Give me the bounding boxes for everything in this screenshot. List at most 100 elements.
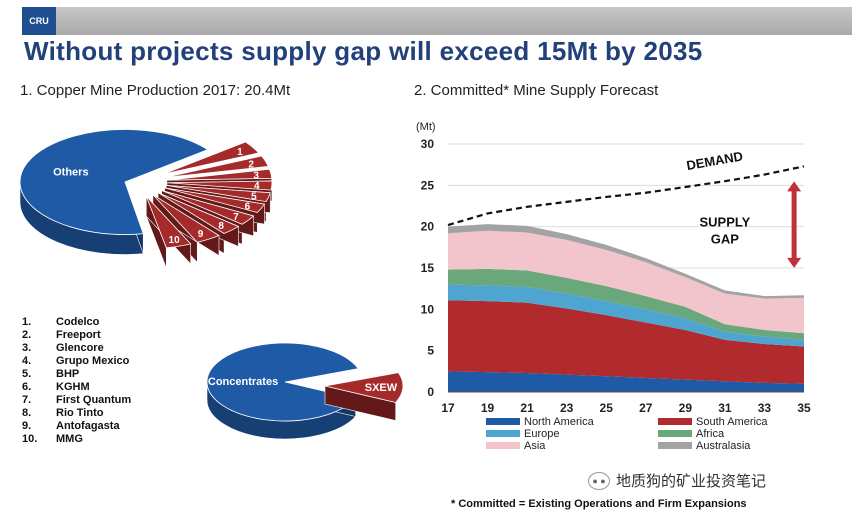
producer-name: Rio Tinto (56, 407, 104, 419)
pie-slice-sxew: SXEW (324, 372, 404, 421)
legend-swatch (486, 442, 520, 449)
legend-swatch (658, 430, 692, 437)
producer-item: 2. Freeport (22, 329, 131, 342)
x-tick-label: 25 (600, 401, 614, 415)
demand-label: DEMAND (685, 148, 744, 173)
page-title: Without projects supply gap will exceed … (24, 36, 703, 66)
pie-slice-producer-6-label: 6 (245, 201, 251, 212)
pie-slice-others-label: Others (53, 167, 88, 179)
producer-number: 7. (22, 394, 32, 406)
legend-label: Africa (696, 428, 725, 440)
pie-slice-producer-9-label: 9 (198, 229, 204, 240)
legend-swatch (658, 418, 692, 425)
area-south-america (448, 300, 804, 384)
producer-list: 1. Codelco 2. Freeport 3. Glencore 4. Grupo Mex… (22, 316, 131, 446)
producer-name: KGHM (56, 381, 90, 393)
producer-name: First Quantum (56, 394, 132, 406)
watermark: ● ● 地质狗的矿业投资笔记 (588, 470, 766, 491)
y-tick-label: 0 (427, 385, 434, 399)
supply-gap-label-1: SUPPLY (699, 215, 750, 230)
x-tick-label: 23 (560, 401, 574, 415)
producer-item: 1. Codelco (22, 316, 131, 329)
legend-item: South America (658, 416, 768, 428)
x-tick-label: 21 (520, 401, 534, 415)
producer-item: 3. Glencore (22, 342, 131, 355)
y-tick-label: 20 (421, 220, 435, 234)
producer-name: Antofagasta (56, 420, 120, 432)
area-africa (448, 268, 804, 340)
producer-item: 9. Antofagasta (22, 420, 131, 433)
producer-number: 1. (22, 316, 32, 328)
pie-slice-producer-8-label: 8 (218, 221, 224, 232)
y-tick-label: 30 (421, 137, 435, 151)
wechat-icon: ● ● (588, 471, 610, 490)
area-asia (448, 230, 804, 334)
producer-name: Glencore (56, 342, 104, 354)
legend-swatch (486, 418, 520, 425)
producer-number: 3. (22, 342, 32, 354)
pie-slice-producer-5-label: 5 (251, 191, 257, 202)
x-tick-label: 35 (797, 401, 811, 415)
pie-slice-producer-3-label: 3 (253, 171, 259, 182)
forecast-subtitle: 2. Committed* Mine Supply Forecast (414, 82, 659, 99)
producer-item: 10. MMG (22, 433, 131, 446)
legend-label: South America (696, 416, 768, 428)
production-subtitle: 1. Copper Mine Production 2017: 20.4Mt (20, 82, 291, 99)
x-tick-label: 17 (441, 401, 455, 415)
pie-slice-sxew-label: SXEW (365, 382, 398, 394)
x-tick-label: 27 (639, 401, 653, 415)
producer-item: 6. KGHM (22, 381, 131, 394)
producer-number: 2. (22, 329, 32, 341)
supply-gap-arrowhead-up (787, 181, 802, 192)
supply-gap-arrowhead-down (787, 257, 802, 268)
producer-item: 4. Grupo Mexico (22, 355, 131, 368)
producer-item: 8. Rio Tinto (22, 407, 131, 420)
x-tick-label: 19 (481, 401, 495, 415)
producer-name: Grupo Mexico (56, 355, 130, 367)
pie-slice-producer-2-label: 2 (248, 159, 254, 170)
legend-item: Australasia (658, 440, 751, 452)
producer-item: 5. BHP (22, 368, 131, 381)
legend-label: North America (524, 416, 595, 428)
supply-forecast-chart: (Mt) 0 5 10 15 20 25 30 17 19 21 23 25 27 29 31 33 35 DEMA… (416, 121, 811, 452)
legend-swatch (486, 430, 520, 437)
y-tick-label: 25 (421, 178, 435, 192)
legend-item: Europe (486, 428, 559, 440)
y-tick-label: 15 (421, 261, 435, 275)
producer-number: 10. (22, 433, 38, 445)
producer-name: Freeport (56, 329, 101, 341)
producer-number: 6. (22, 381, 32, 393)
producer-number: 5. (22, 368, 32, 380)
producer-name: MMG (56, 433, 83, 445)
y-tick-label: 10 (421, 302, 435, 316)
producer-number: 4. (22, 355, 32, 367)
area-north-america (448, 371, 804, 392)
pie-slice-producer-2: 2 (165, 155, 269, 178)
producer-number: 9. (22, 420, 32, 432)
footnote: * Committed = Existing Operations and Fi… (451, 498, 747, 510)
cru-logo: CRU (22, 7, 56, 35)
pie-slice-others: Others (19, 129, 209, 255)
pie-slice-concentrates-label: Concentrates (208, 376, 278, 388)
x-tick-label: 31 (718, 401, 732, 415)
pie-slice-producer-7-label: 7 (233, 212, 239, 223)
legend-swatch (658, 442, 692, 449)
legend-item: North America (486, 416, 595, 428)
legend-item: Asia (486, 440, 546, 452)
x-tick-label: 33 (758, 401, 772, 415)
producer-name: Codelco (56, 316, 100, 328)
area-europe (448, 284, 804, 347)
pie-slice-producer-1-label: 1 (237, 147, 243, 158)
y-axis-label: (Mt) (416, 121, 436, 133)
legend-label: Europe (524, 428, 559, 440)
pie-slice-producer-10-label: 10 (169, 235, 181, 246)
producer-name: BHP (56, 368, 80, 380)
pie-slice-producer-10: 10 (145, 195, 192, 268)
x-tick-label: 29 (679, 401, 693, 415)
y-tick-label: 5 (427, 344, 434, 358)
supply-gap-label-2: GAP (711, 232, 740, 247)
legend-item: Africa (658, 428, 725, 440)
legend-label: Asia (524, 440, 546, 452)
